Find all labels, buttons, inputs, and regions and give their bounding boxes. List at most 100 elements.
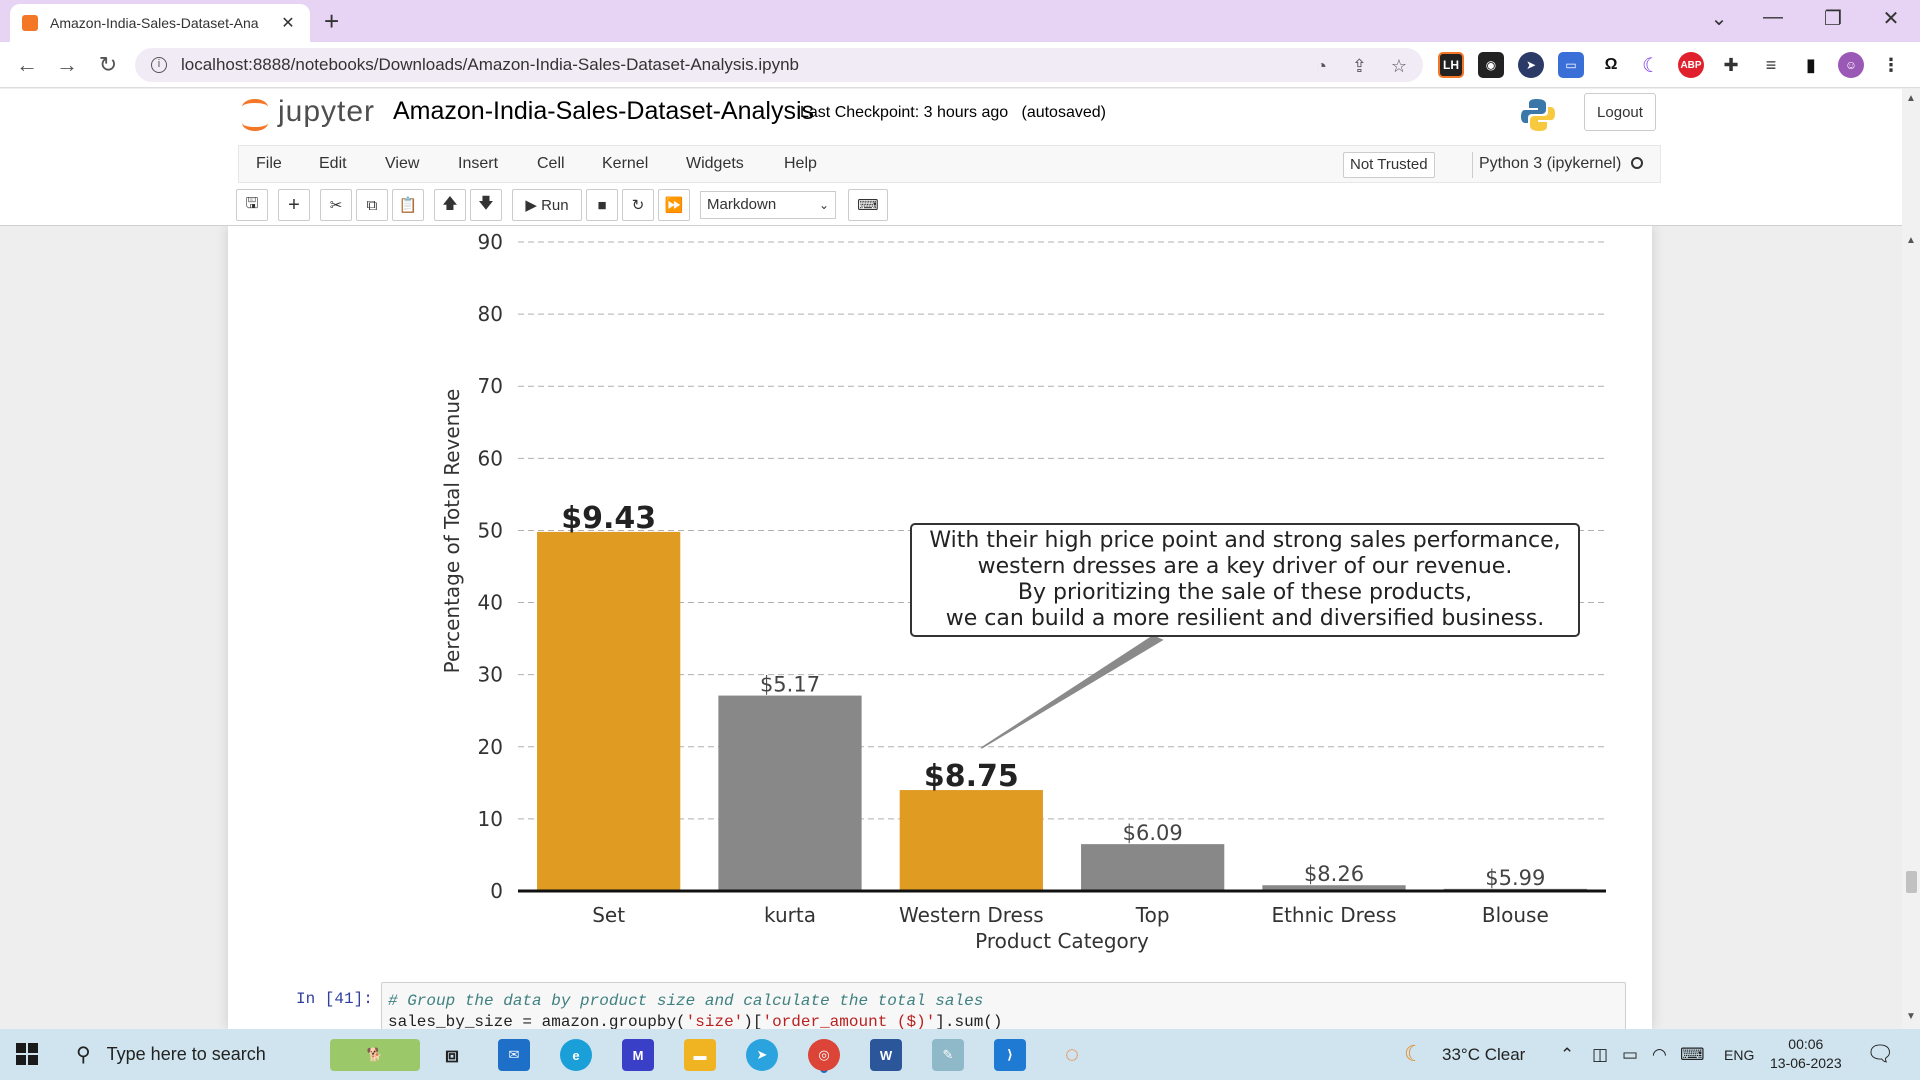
- language-indicator[interactable]: ENG: [1724, 1047, 1755, 1063]
- menu-insert[interactable]: Insert: [458, 155, 499, 172]
- reload-icon[interactable]: ↻: [98, 52, 118, 77]
- menu-kernel[interactable]: Kernel: [602, 155, 649, 172]
- taskbar-search-box[interactable]: ⚲ Type here to search: [56, 1029, 420, 1080]
- kernel-indicator[interactable]: Python 3 (ipykernel): [1479, 155, 1644, 173]
- notebook-container[interactable]: 0 10 20 30 40 50 60 70 80 90 $9.43 Set $5.17 kurta $8.…: [0, 226, 1902, 1029]
- restart-icon[interactable]: ↻: [622, 189, 654, 221]
- y-tick-label: 90: [478, 230, 503, 254]
- telegram-app-icon[interactable]: ➤: [746, 1039, 778, 1071]
- jupyter-app-icon[interactable]: ◌: [1064, 1041, 1080, 1068]
- scroll-up-icon[interactable]: ▲: [1906, 93, 1916, 104]
- tab-search-chevron-icon[interactable]: ⌄: [1710, 8, 1728, 30]
- jupyter-favicon-icon: [22, 15, 38, 31]
- menu-cell[interactable]: Cell: [537, 155, 565, 172]
- logout-button[interactable]: Logout: [1584, 93, 1656, 131]
- bookmark-star-icon[interactable]: ☆: [1390, 56, 1407, 76]
- menu-file[interactable]: File: [256, 155, 282, 172]
- keyboard-icon[interactable]: ⌨: [848, 189, 888, 221]
- cut-icon[interactable]: ✂: [320, 189, 352, 221]
- tray-overflow-chevron-icon[interactable]: ⌃: [1560, 1045, 1575, 1064]
- extension-icon[interactable]: ◉: [1478, 52, 1504, 78]
- x-tick-label: Ethnic Dress: [1271, 903, 1396, 927]
- minimize-button[interactable]: —: [1763, 6, 1783, 28]
- scroll-thumb[interactable]: [1906, 871, 1917, 893]
- chrome-browser-icon[interactable]: ◎: [808, 1039, 840, 1071]
- task-view-icon[interactable]: ⧈: [445, 1042, 459, 1067]
- media-control-icon[interactable]: ≡: [1758, 52, 1784, 78]
- run-button[interactable]: ▶ Run: [512, 189, 582, 221]
- new-tab-button[interactable]: +: [324, 6, 340, 36]
- wifi-icon[interactable]: ◠: [1652, 1045, 1667, 1064]
- revenue-bar-chart: 0 10 20 30 40 50 60 70 80 90 $9.43 Set $5.17 kurta $8.…: [440, 230, 1606, 953]
- save-icon[interactable]: 🖫: [236, 189, 268, 221]
- notes-app-icon[interactable]: ✎: [932, 1039, 964, 1071]
- fast-forward-icon[interactable]: ⏩: [658, 189, 690, 221]
- system-clock[interactable]: 00:06 13-06-2023: [1770, 1035, 1842, 1073]
- notebook-title[interactable]: Amazon-India-Sales-Dataset-Analysis: [393, 97, 815, 125]
- lighthouse-extension-icon[interactable]: LH: [1438, 52, 1464, 78]
- url-input[interactable]: i localhost:8888/notebooks/Downloads/Ama…: [135, 48, 1423, 82]
- paste-icon[interactable]: 📋: [392, 189, 424, 221]
- side-panel-icon[interactable]: ▮: [1798, 52, 1824, 78]
- move-down-icon[interactable]: 🡇: [470, 189, 502, 221]
- cell-type-value: Markdown: [707, 196, 777, 213]
- chevron-down-icon: ⌄: [818, 198, 829, 212]
- browser-menu-icon[interactable]: ⋮: [1878, 52, 1904, 78]
- copy-icon[interactable]: ⧉: [356, 189, 388, 221]
- cell-type-select[interactable]: Markdown ⌄: [700, 191, 836, 219]
- not-trusted-badge[interactable]: Not Trusted: [1343, 152, 1435, 178]
- restore-button[interactable]: ❐: [1824, 8, 1842, 30]
- stop-icon[interactable]: ■: [586, 189, 618, 221]
- page-scrollbar[interactable]: ▲ ▲ ▼: [1902, 89, 1920, 1029]
- x-tick-label: kurta: [764, 903, 816, 927]
- y-tick-label: 80: [478, 302, 503, 326]
- menu-edit[interactable]: Edit: [319, 155, 347, 172]
- forward-arrow-icon[interactable]: →: [56, 52, 78, 77]
- edge-browser-icon[interactable]: e: [560, 1039, 592, 1071]
- dark-mode-extension-icon[interactable]: ☾: [1638, 52, 1664, 78]
- move-up-icon[interactable]: 🡅: [434, 189, 466, 221]
- menu-widgets[interactable]: Widgets: [686, 155, 744, 172]
- powerautomate-app-icon[interactable]: M: [622, 1039, 654, 1071]
- windows-start-icon[interactable]: [16, 1043, 38, 1065]
- vscode-app-icon[interactable]: ⟩: [994, 1039, 1026, 1071]
- scroll-down-icon[interactable]: ▼: [1906, 1011, 1916, 1022]
- battery-icon[interactable]: ▭: [1622, 1045, 1639, 1064]
- meet-now-icon[interactable]: ◫: [1592, 1045, 1609, 1064]
- screen-extension-icon[interactable]: ▭: [1558, 52, 1584, 78]
- run-label: Run: [541, 196, 569, 214]
- code-comment: # Group the data by product size and cal…: [388, 992, 984, 1010]
- x-tick-label: Western Dress: [899, 903, 1044, 927]
- window-close-button[interactable]: ✕: [1882, 8, 1900, 30]
- search-placeholder: Type here to search: [106, 1044, 266, 1064]
- mail-app-icon[interactable]: ✉: [498, 1039, 530, 1071]
- insert-cell-icon[interactable]: +: [278, 189, 310, 221]
- site-info-icon[interactable]: i: [151, 57, 167, 73]
- kernel-name: Python 3 (ipykernel): [1479, 155, 1622, 172]
- notification-center-icon[interactable]: 🗨: [1866, 1041, 1894, 1066]
- scroll-up-secondary-icon[interactable]: ▲: [1906, 235, 1916, 246]
- menu-help[interactable]: Help: [784, 155, 817, 172]
- word-app-icon[interactable]: W: [870, 1039, 902, 1071]
- browser-tab[interactable]: Amazon-India-Sales-Dataset-Ana ✕: [10, 4, 310, 42]
- file-explorer-icon[interactable]: ▬: [684, 1039, 716, 1071]
- jupyter-logo[interactable]: jupyter: [242, 95, 375, 131]
- code-suffix: ].sum(): [935, 1013, 1003, 1031]
- adblock-extension-icon[interactable]: ABP: [1678, 52, 1704, 78]
- bar-value-label: $9.43: [561, 501, 656, 536]
- close-tab-icon[interactable]: ✕: [281, 15, 295, 32]
- search-highlight-illustration-icon[interactable]: 🐕: [330, 1039, 420, 1071]
- keyboard-layout-icon[interactable]: ⌨: [1680, 1045, 1705, 1064]
- weather-text[interactable]: 33°C Clear: [1442, 1045, 1526, 1064]
- extensions-puzzle-icon[interactable]: ✚: [1718, 52, 1744, 78]
- profile-avatar[interactable]: ☺: [1838, 52, 1864, 78]
- x-tick-label: Top: [1135, 903, 1170, 927]
- bar: [1262, 885, 1406, 891]
- share-icon[interactable]: ⇪: [1351, 56, 1367, 76]
- menu-view[interactable]: View: [385, 155, 420, 172]
- cursor-extension-icon[interactable]: ➤: [1518, 52, 1544, 78]
- omega-extension-icon[interactable]: Ω: [1598, 52, 1624, 78]
- back-arrow-icon[interactable]: ←: [16, 52, 38, 77]
- weather-moon-icon[interactable]: ☾: [1404, 1041, 1424, 1066]
- performance-icon[interactable]: ◔: [1316, 56, 1327, 76]
